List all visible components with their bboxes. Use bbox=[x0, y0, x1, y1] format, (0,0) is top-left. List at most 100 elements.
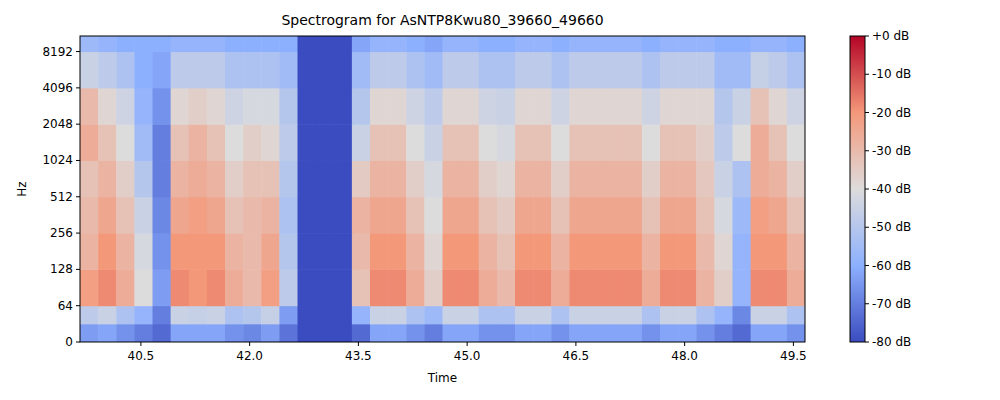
cell bbox=[733, 269, 752, 306]
x-tick bbox=[467, 342, 468, 346]
x-tick bbox=[793, 342, 794, 346]
cell bbox=[588, 52, 607, 89]
x-tick-label: 46.5 bbox=[563, 349, 590, 363]
y-tick bbox=[76, 87, 80, 88]
colorbar-tick bbox=[865, 303, 869, 304]
cell bbox=[116, 124, 135, 161]
cell bbox=[588, 306, 607, 325]
cell bbox=[714, 233, 733, 270]
cell bbox=[642, 36, 661, 52]
cell bbox=[678, 36, 697, 52]
cell bbox=[406, 306, 425, 325]
cell bbox=[660, 233, 679, 270]
cell bbox=[279, 88, 298, 125]
cell bbox=[388, 36, 407, 52]
cell bbox=[279, 306, 298, 325]
cell bbox=[624, 269, 643, 306]
cell bbox=[678, 324, 697, 342]
cell bbox=[298, 52, 317, 89]
cell bbox=[388, 88, 407, 125]
cell bbox=[515, 197, 534, 234]
colorbar-tick-label: +0 dB bbox=[872, 29, 909, 43]
cell bbox=[733, 160, 752, 197]
cell bbox=[606, 124, 625, 161]
cell bbox=[334, 124, 353, 161]
cell bbox=[370, 160, 389, 197]
cell bbox=[714, 306, 733, 325]
cell bbox=[479, 324, 498, 342]
cell bbox=[769, 88, 788, 125]
cell bbox=[787, 233, 805, 270]
cell bbox=[316, 324, 335, 342]
chart: 40.542.043.545.046.548.049.5064128256512… bbox=[0, 0, 1000, 400]
cell bbox=[769, 160, 788, 197]
cell bbox=[279, 233, 298, 270]
cell bbox=[479, 124, 498, 161]
cell bbox=[261, 233, 280, 270]
y-tick-label: 512 bbox=[50, 190, 73, 204]
cell bbox=[751, 233, 770, 270]
cell bbox=[334, 269, 353, 306]
cell bbox=[606, 160, 625, 197]
cell bbox=[98, 36, 117, 52]
cell bbox=[642, 197, 661, 234]
cell bbox=[606, 306, 625, 325]
cell bbox=[751, 36, 770, 52]
cell bbox=[497, 124, 516, 161]
cell bbox=[134, 160, 153, 197]
cell bbox=[243, 88, 262, 125]
cell bbox=[714, 36, 733, 52]
cell bbox=[370, 306, 389, 325]
cell bbox=[298, 197, 317, 234]
cell bbox=[225, 324, 244, 342]
cell bbox=[424, 233, 443, 270]
cell bbox=[569, 52, 588, 89]
cell bbox=[370, 269, 389, 306]
cell bbox=[316, 52, 335, 89]
cell bbox=[189, 306, 208, 325]
y-tick bbox=[76, 233, 80, 234]
cell bbox=[714, 124, 733, 161]
cell bbox=[696, 233, 715, 270]
cell bbox=[533, 36, 552, 52]
cell bbox=[225, 36, 244, 52]
cell bbox=[624, 124, 643, 161]
cell bbox=[660, 269, 679, 306]
cell bbox=[588, 160, 607, 197]
x-tick bbox=[684, 342, 685, 346]
cell bbox=[80, 233, 99, 270]
cell bbox=[207, 306, 226, 325]
cell bbox=[533, 269, 552, 306]
cell bbox=[642, 233, 661, 270]
cell bbox=[153, 269, 172, 306]
cell bbox=[352, 197, 371, 234]
cell bbox=[696, 197, 715, 234]
cell bbox=[424, 197, 443, 234]
cell bbox=[497, 88, 516, 125]
cell bbox=[352, 269, 371, 306]
cell bbox=[624, 160, 643, 197]
cell bbox=[80, 88, 99, 125]
cell bbox=[714, 269, 733, 306]
cell bbox=[515, 52, 534, 89]
cell bbox=[461, 233, 480, 270]
cell bbox=[80, 124, 99, 161]
cell bbox=[533, 88, 552, 125]
x-tick-label: 49.5 bbox=[780, 349, 807, 363]
cell bbox=[207, 52, 226, 89]
cell bbox=[751, 197, 770, 234]
cell bbox=[551, 197, 570, 234]
cell bbox=[171, 36, 190, 52]
cell bbox=[551, 52, 570, 89]
cell bbox=[334, 88, 353, 125]
cell bbox=[207, 269, 226, 306]
cell bbox=[479, 269, 498, 306]
colorbar-tick-label: -50 dB bbox=[872, 220, 911, 234]
cell bbox=[171, 52, 190, 89]
cell bbox=[769, 197, 788, 234]
cell bbox=[533, 324, 552, 342]
cell bbox=[334, 233, 353, 270]
cell bbox=[642, 124, 661, 161]
cell bbox=[424, 124, 443, 161]
cell bbox=[515, 124, 534, 161]
